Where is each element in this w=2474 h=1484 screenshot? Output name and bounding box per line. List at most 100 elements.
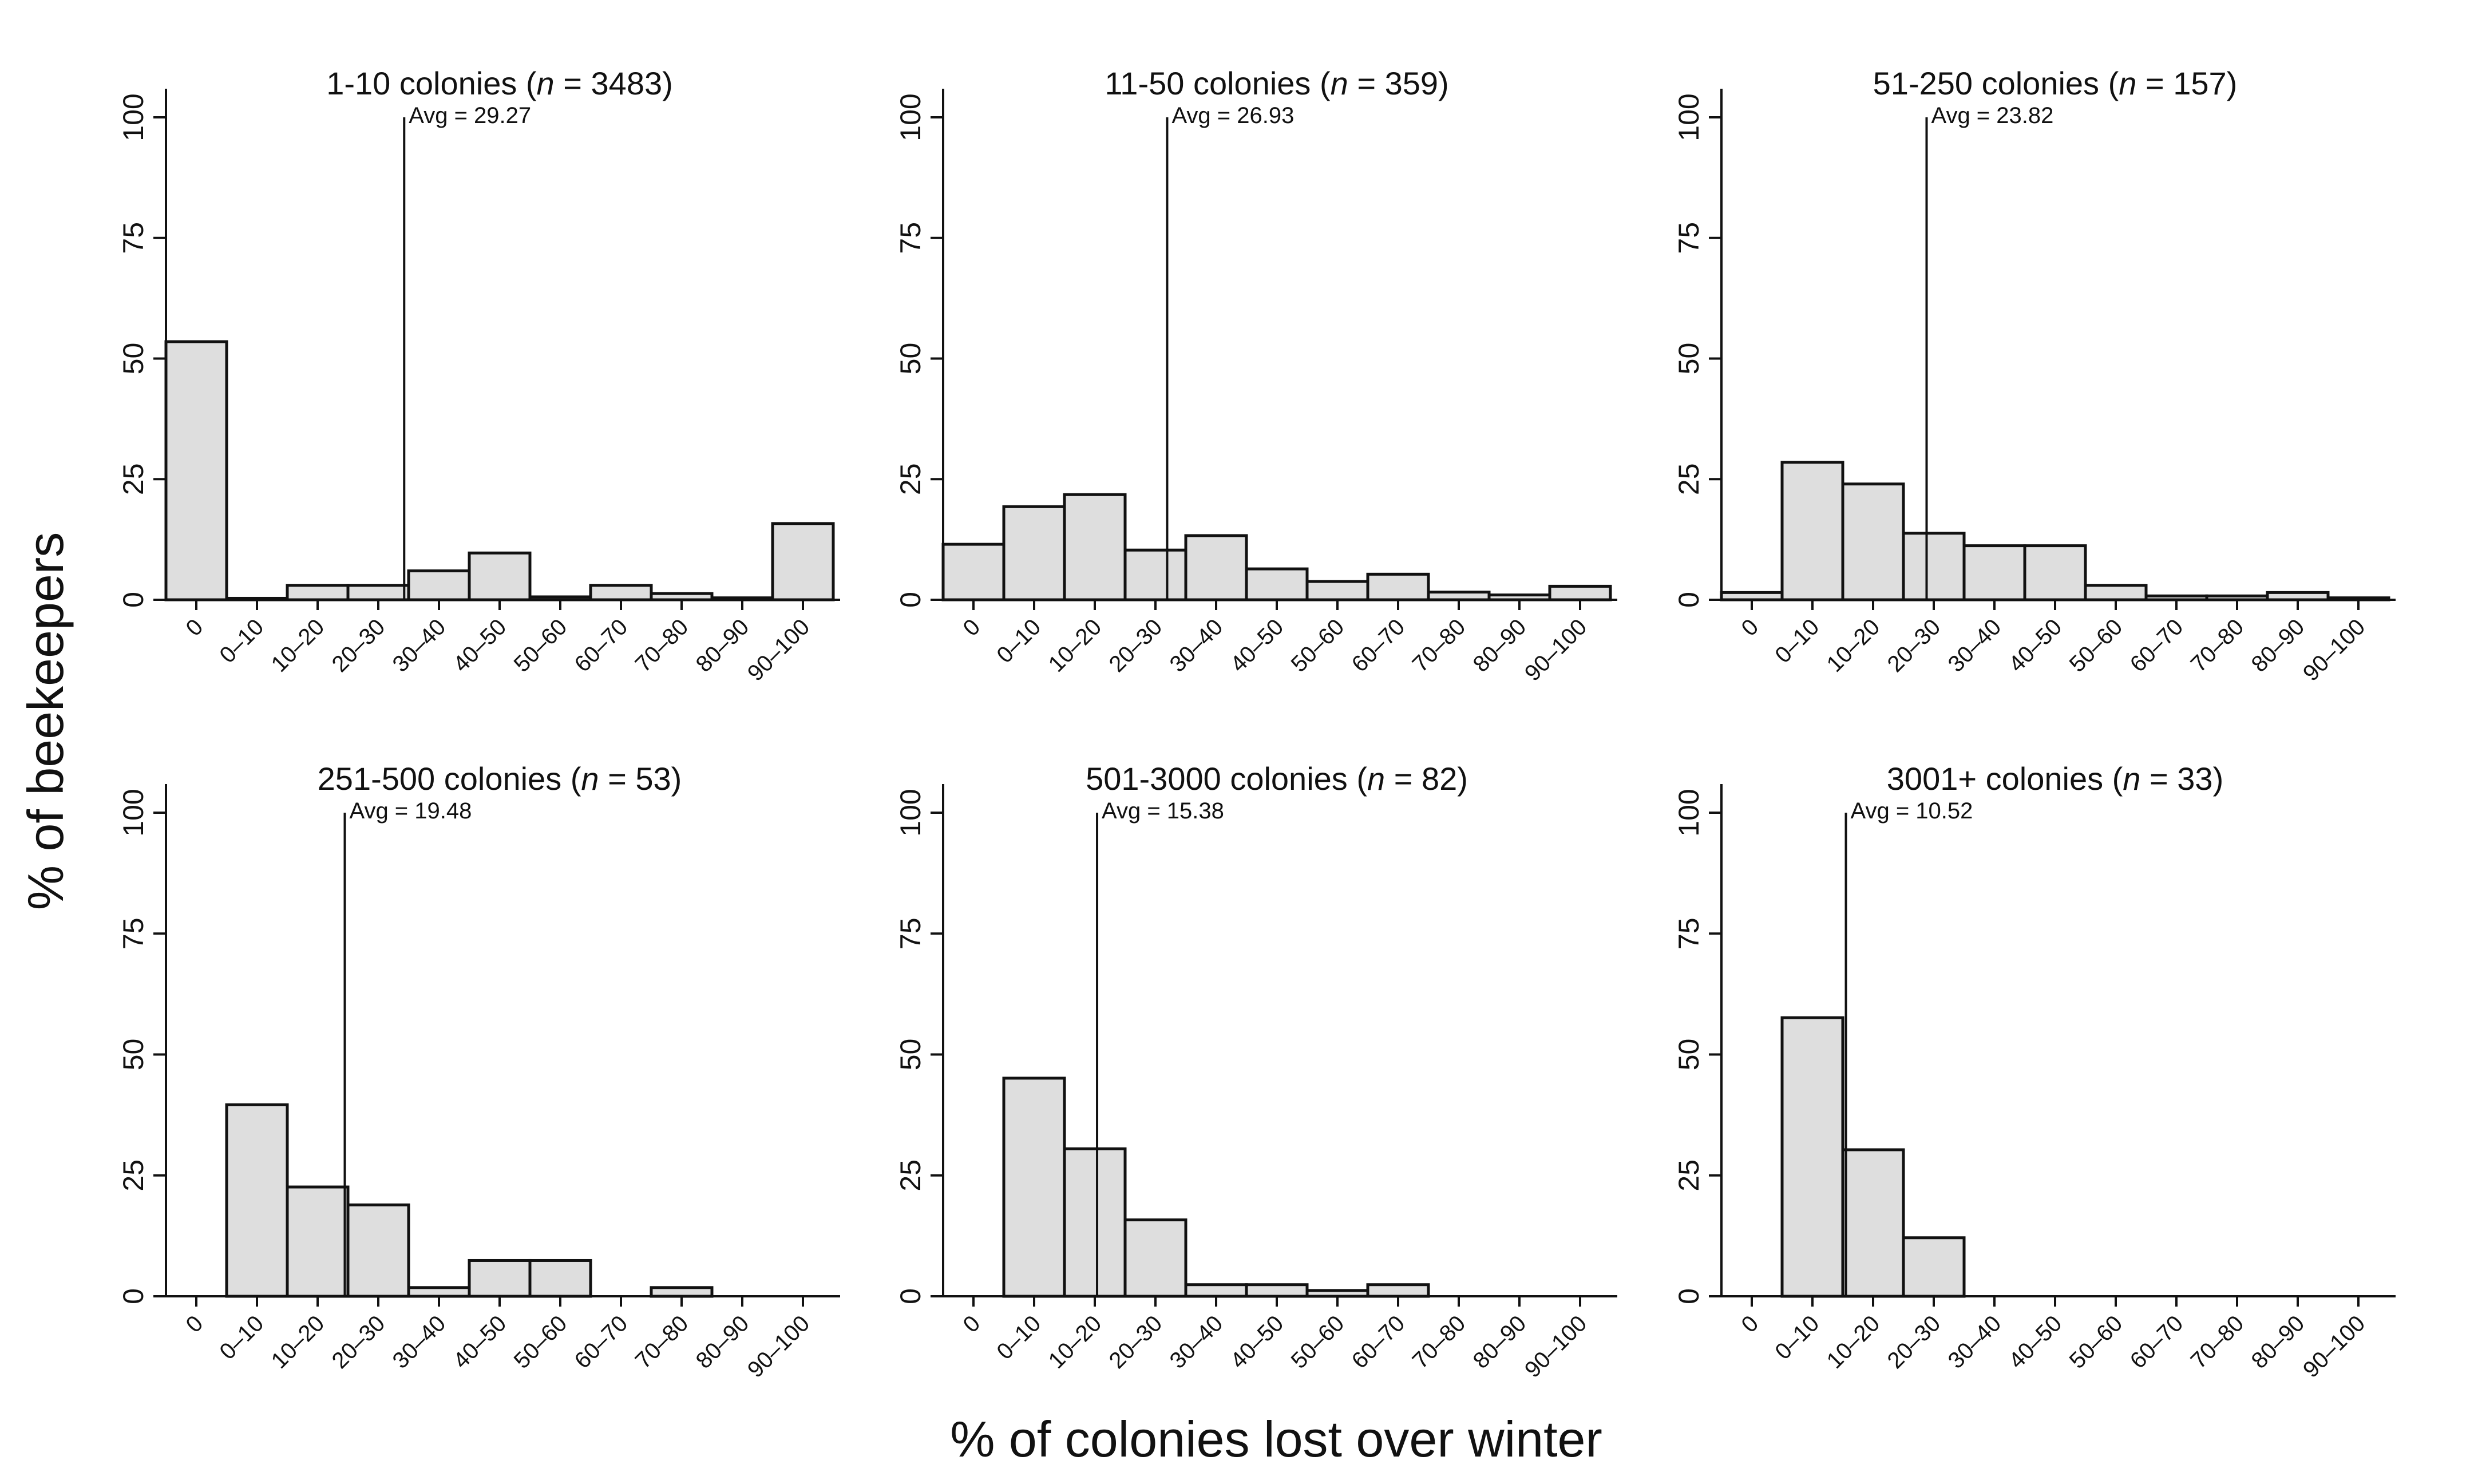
bar-60–70 — [589, 584, 653, 601]
x-tick-label: 50–60 — [1287, 1311, 1349, 1374]
y-tick-label: 25 — [1673, 1160, 1705, 1192]
average-label: Avg = 15.38 — [1102, 798, 1224, 824]
y-axis-label: % of beekeepers — [17, 532, 74, 910]
bar-90–100 — [771, 522, 835, 601]
y-tick-label: 50 — [117, 343, 149, 375]
x-tick-label: 50–60 — [509, 614, 572, 677]
x-tick-label: 10–20 — [267, 1311, 330, 1374]
bar-0–10 — [225, 596, 289, 601]
bar-0–10 — [1002, 505, 1066, 601]
panel-title-prefix: 11-50 colonies ( — [1105, 65, 1331, 101]
y-tick-label: 50 — [894, 1039, 927, 1071]
panel-4: 251-500 colonies (n = 53) 0 25 50 75 100 0 0–10… — [117, 761, 840, 1383]
y-tick-label: 50 — [1673, 343, 1705, 375]
panel-title: 1-10 colonies (n = 3483) — [326, 65, 673, 101]
x-tick-label: 30–40 — [1165, 614, 1228, 677]
bar-30–40 — [1184, 534, 1248, 601]
x-tick-label: 10–20 — [1822, 614, 1885, 677]
x-tick-label: 60–70 — [1347, 614, 1410, 677]
bar-80–90 — [2266, 591, 2330, 601]
bar-40–50 — [1245, 567, 1309, 601]
panel-title-prefix: 51-250 colonies ( — [1873, 65, 2119, 101]
bar-20–30 — [346, 1203, 410, 1298]
panel-title-n: n — [1367, 761, 1385, 797]
y-tick-label: 0 — [1673, 1288, 1705, 1304]
x-tick-label: 0 — [959, 1311, 985, 1337]
average-label: Avg = 19.48 — [349, 798, 472, 824]
x-tick-label: 90–100 — [1520, 1311, 1592, 1383]
panel-title-suffix: = 359) — [1348, 65, 1449, 101]
x-tick-label: 70–80 — [1408, 614, 1471, 677]
x-tick-label: 90–100 — [743, 614, 815, 686]
x-tick-label: 60–70 — [2125, 1311, 2188, 1374]
y-tick-label: 50 — [1673, 1039, 1705, 1071]
x-tick-label: 90–100 — [2298, 614, 2370, 686]
panel-title-suffix: = 157) — [2136, 65, 2237, 101]
bar-70–80 — [2205, 594, 2269, 601]
panel-title: 3001+ colonies (n = 33) — [1887, 761, 2223, 797]
bar-20–30 — [346, 584, 410, 601]
bar-60–70 — [1366, 572, 1430, 601]
bar-30–40 — [407, 569, 471, 601]
x-tick-label: 10–20 — [1044, 614, 1107, 677]
x-tick-label: 60–70 — [2125, 614, 2188, 677]
x-tick-label: 0–10 — [992, 1311, 1046, 1364]
x-tick-label: 90–100 — [2298, 1311, 2370, 1383]
panel-title-suffix: = 53) — [599, 761, 682, 797]
y-tick-label: 100 — [117, 789, 149, 836]
x-axis-label: % of colonies lost over winter — [950, 1411, 1602, 1467]
panel-title: 51-250 colonies (n = 157) — [1873, 65, 2238, 101]
panel-title: 501-3000 colonies (n = 82) — [1086, 761, 1468, 797]
x-tick-label: 10–20 — [267, 614, 330, 677]
panel-title-prefix: 3001+ colonies ( — [1887, 761, 2123, 797]
y-tick-label: 0 — [117, 592, 149, 608]
x-tick-label: 70–80 — [2186, 614, 2249, 677]
bar-40–50 — [2023, 544, 2087, 601]
x-tick-label: 0 — [181, 614, 208, 641]
average-label: Avg = 23.82 — [1931, 103, 2053, 128]
panel-title-n: n — [581, 761, 599, 797]
x-tick-label: 0–10 — [215, 614, 268, 668]
bar-20–30 — [1902, 532, 1966, 601]
panel-title-n: n — [537, 65, 555, 101]
bar-20–30 — [1123, 1218, 1187, 1298]
x-tick-label: 50–60 — [2065, 614, 2128, 677]
average-label: Avg = 10.52 — [1851, 798, 1973, 824]
panel-title: 11-50 colonies (n = 359) — [1105, 65, 1448, 101]
y-tick-label: 25 — [117, 463, 149, 495]
bar-40–50 — [468, 551, 532, 601]
bar-0–10 — [225, 1103, 289, 1298]
y-tick-label: 75 — [894, 917, 927, 949]
x-tick-label: 20–30 — [1105, 1311, 1167, 1374]
y-tick-label: 50 — [894, 343, 927, 375]
bar-50–60 — [528, 595, 592, 601]
x-tick-label: 70–80 — [631, 1311, 694, 1374]
bar-40–50 — [468, 1259, 532, 1298]
bar-50–60 — [528, 1259, 592, 1298]
bar-30–40 — [1962, 544, 2026, 601]
panel-title-suffix: = 3483) — [555, 65, 673, 101]
y-tick-label: 0 — [894, 592, 927, 608]
panel-title-n: n — [2119, 65, 2136, 101]
bar-30–40 — [407, 1286, 471, 1298]
panel-title-n: n — [1331, 65, 1348, 101]
bar-0–10 — [1002, 1077, 1066, 1298]
x-tick-label: 30–40 — [388, 614, 451, 677]
bar-40–50 — [1245, 1283, 1309, 1298]
x-tick-label: 70–80 — [2186, 1311, 2249, 1374]
y-tick-label: 75 — [894, 222, 927, 254]
x-tick-label: 0–10 — [992, 614, 1046, 668]
x-tick-label: 20–30 — [327, 614, 390, 677]
y-tick-label: 100 — [894, 789, 927, 836]
x-tick-label: 0 — [181, 1311, 208, 1337]
x-tick-label: 0 — [959, 614, 985, 641]
y-tick-label: 100 — [1673, 789, 1705, 836]
bar-90–100 — [2326, 596, 2390, 601]
bar-50–60 — [1305, 1289, 1369, 1298]
average-label: Avg = 29.27 — [409, 103, 531, 128]
